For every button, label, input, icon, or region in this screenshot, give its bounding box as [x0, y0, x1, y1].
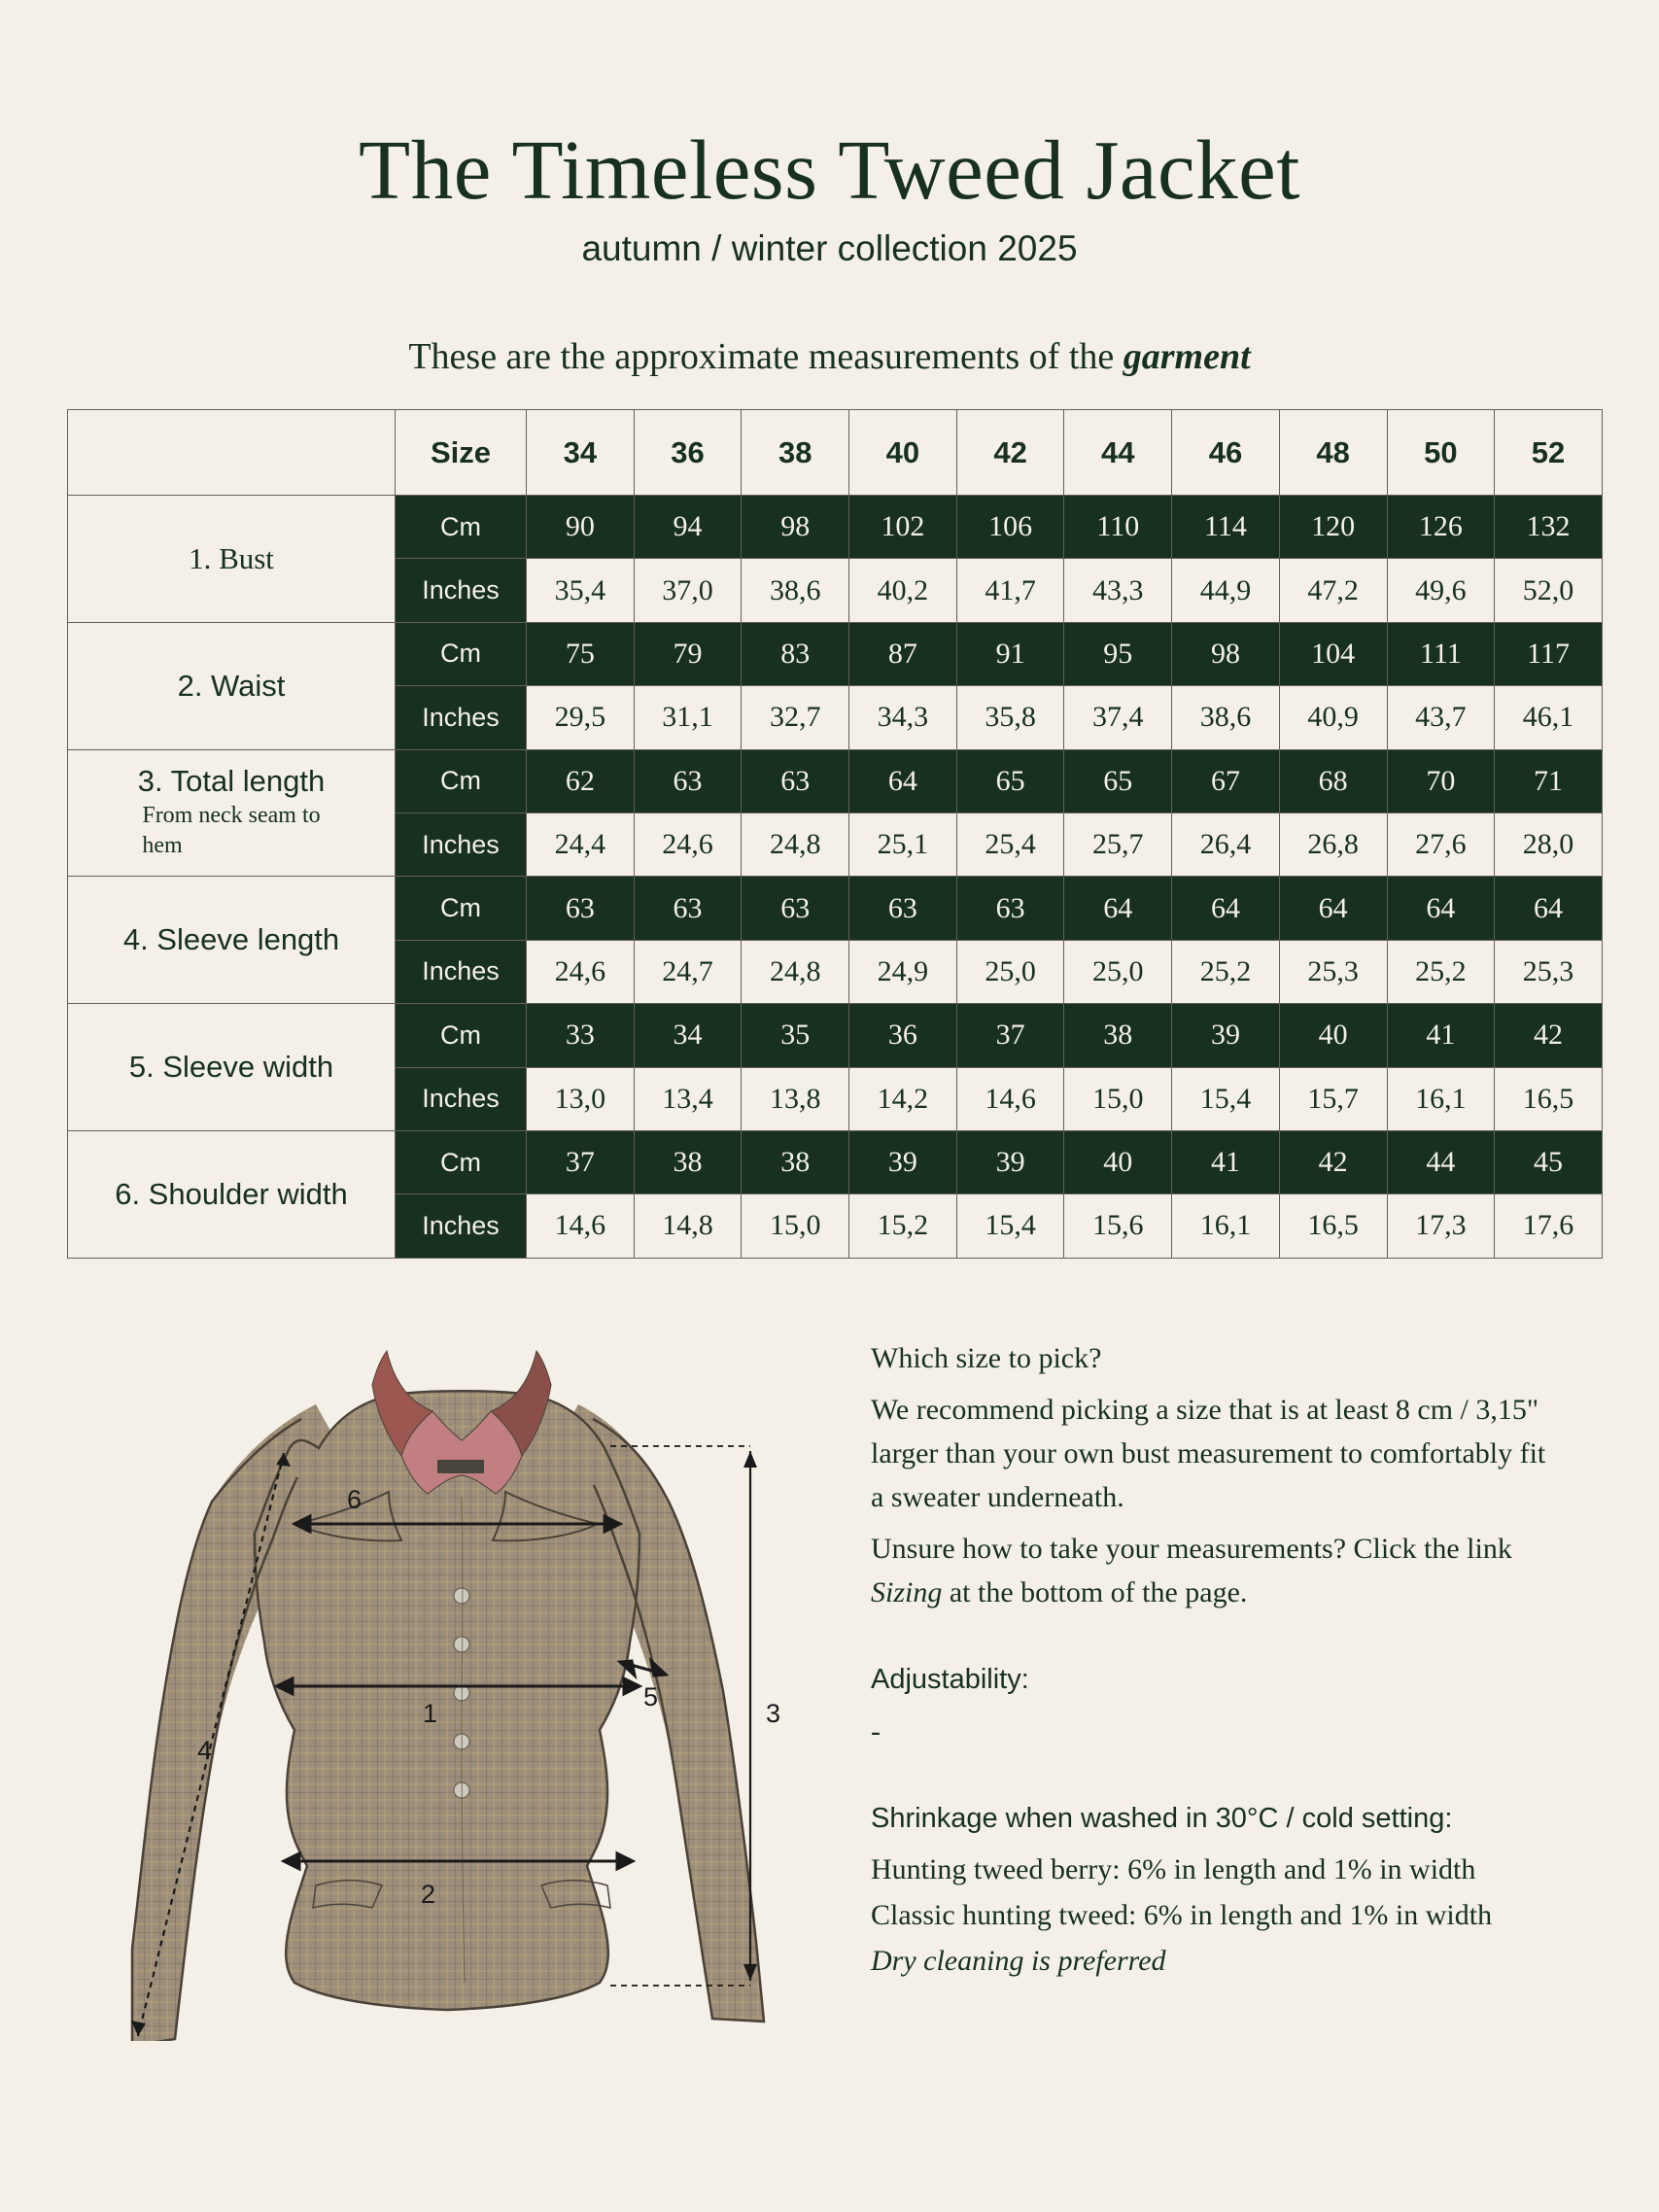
svg-text:4: 4: [197, 1736, 212, 1765]
svg-text:5: 5: [643, 1682, 658, 1711]
svg-text:1: 1: [423, 1699, 437, 1728]
svg-text:2: 2: [421, 1880, 435, 1909]
svg-text:6: 6: [347, 1485, 362, 1514]
svg-text:3: 3: [766, 1699, 780, 1728]
